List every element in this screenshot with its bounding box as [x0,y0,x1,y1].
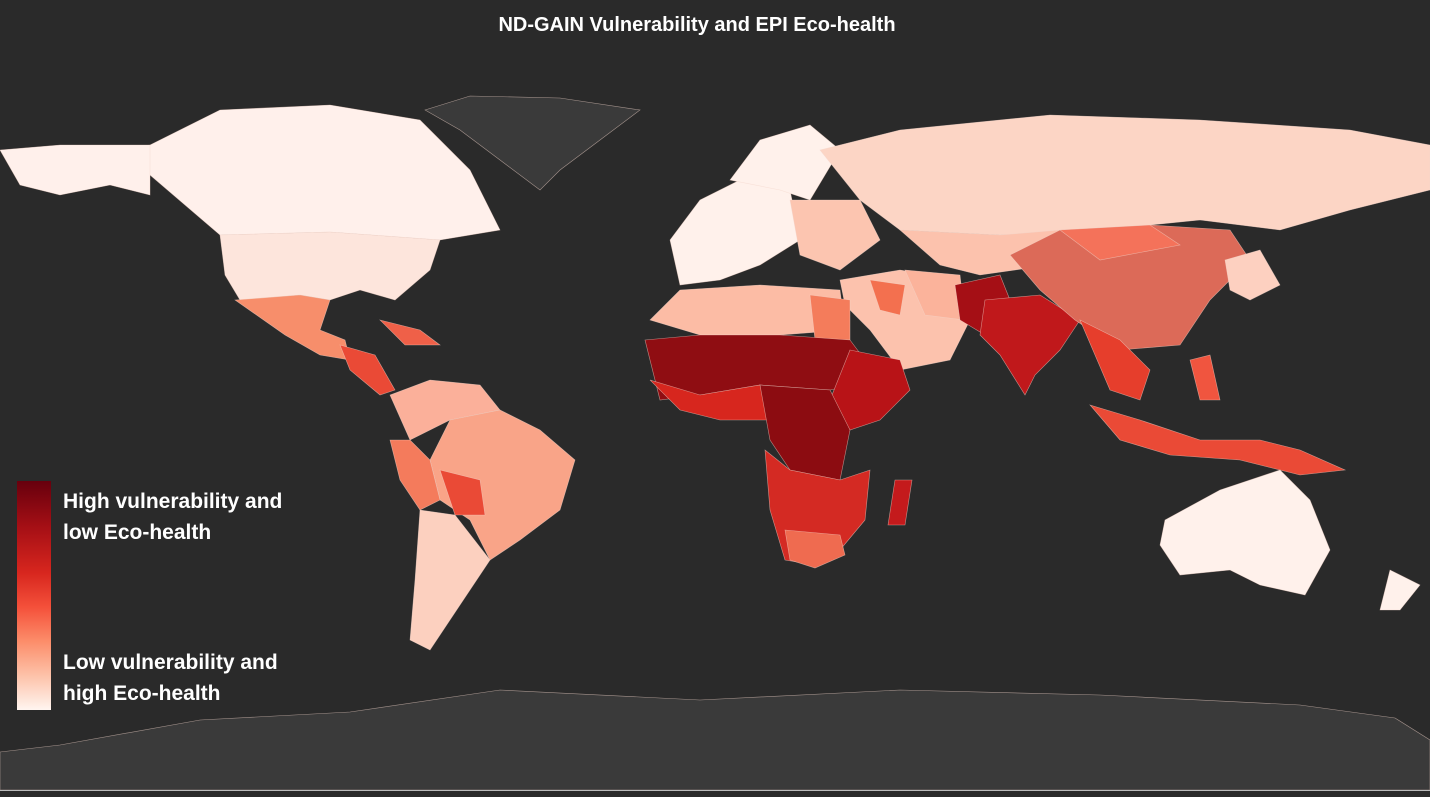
region-japan-korea [1224,249,1281,301]
legend-high-label: High vulnerability and low Eco-health [63,486,323,548]
region-central-america [339,344,396,396]
region-greenland [424,95,641,191]
region-southeast-asia [1079,319,1151,401]
region-bolivia [439,469,486,516]
legend-high-line1: High vulnerability and [63,490,283,513]
region-india [979,294,1081,396]
region-new-zealand [1379,569,1421,611]
region-canada [39,104,501,241]
region-iraq [869,279,906,316]
region-western-europe [669,179,801,286]
region-peru [389,439,441,511]
legend-low-line2: high Eco-health [63,682,221,705]
region-eastern-europe [789,199,881,271]
region-mongolia [1059,224,1181,261]
legend-low-label: Low vulnerability and high Eco-health [63,647,323,709]
region-mexico [234,294,351,361]
region-argentina-chile [409,509,491,651]
region-indonesia [1089,404,1347,476]
region-australia [1159,469,1331,596]
bottom-divider [0,790,1430,791]
region-egypt [809,294,851,341]
legend-high-line2: low Eco-health [63,521,212,544]
region-russia [819,114,1430,236]
map-title: ND-GAIN Vulnerability and EPI Eco-health [498,14,896,36]
region-caribbean [379,319,441,346]
legend-color-scale [17,481,51,710]
legend-low-line1: Low vulnerability and [63,651,278,674]
region-usa [219,231,441,301]
region-philippines [1189,354,1221,401]
region-madagascar [887,479,913,526]
region-alaska [0,144,151,196]
region-south-africa [784,529,846,569]
